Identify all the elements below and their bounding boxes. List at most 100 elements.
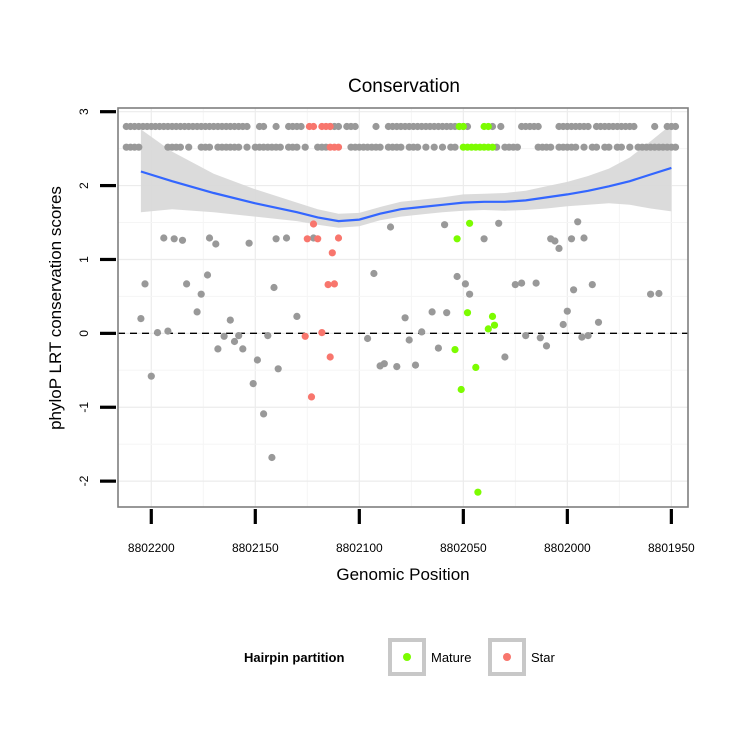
- point-mature-11: [488, 143, 497, 151]
- point-other-245: [580, 234, 588, 242]
- x-tick-label-2: 8802100: [336, 541, 383, 555]
- point-other-200: [253, 356, 261, 364]
- point-other-234: [536, 334, 544, 342]
- point-mature-20: [488, 312, 497, 320]
- point-other-233: [532, 279, 540, 287]
- point-other-199: [249, 380, 257, 388]
- point-other-39: [334, 122, 343, 131]
- point-other-118: [276, 143, 284, 151]
- point-other-188: [197, 290, 205, 298]
- legend: Hairpin partition Mature Star: [244, 638, 556, 676]
- y-axis-title: phyloP LRT conservation scores: [46, 186, 65, 430]
- point-other-238: [555, 244, 563, 252]
- point-other-140: [414, 143, 422, 151]
- point-other-190: [205, 234, 214, 242]
- point-other-237: [551, 237, 559, 245]
- point-other-196: [235, 332, 243, 340]
- point-other-92: [671, 122, 680, 131]
- point-other-150: [513, 143, 522, 151]
- point-other-198: [245, 239, 253, 247]
- point-other-177: [671, 143, 680, 151]
- point-star-17: [307, 393, 316, 401]
- point-other-224: [453, 272, 461, 281]
- point-star-15: [318, 329, 326, 337]
- point-other-166: [617, 143, 626, 151]
- x-axis: 8802200 8802150 8802100 8802050 8802000 88019…: [128, 509, 695, 555]
- smooth-line: [140, 166, 672, 223]
- point-other-215: [393, 363, 401, 371]
- point-star-10: [314, 235, 322, 243]
- point-other-240: [563, 307, 571, 315]
- point-mature-21: [490, 321, 499, 329]
- point-star-4: [326, 122, 334, 131]
- point-other-213: [380, 360, 388, 368]
- point-star-12: [330, 280, 338, 288]
- point-other-219: [418, 328, 426, 336]
- point-other-223: [443, 309, 451, 317]
- point-other-231: [518, 279, 526, 287]
- point-other-122: [301, 143, 309, 151]
- point-other-182: [160, 234, 168, 242]
- point-other-232: [522, 332, 530, 340]
- point-other-216: [401, 314, 409, 322]
- point-other-242: [570, 286, 578, 294]
- point-other-137: [397, 143, 405, 151]
- point-other-222: [441, 221, 449, 229]
- series-mature: [451, 122, 499, 496]
- y-tick-label-5: 3: [77, 108, 91, 115]
- point-other-225: [461, 280, 469, 288]
- point-other-145: [451, 143, 459, 151]
- point-other-111: [243, 143, 251, 151]
- point-other-164: [605, 143, 613, 151]
- point-mature-18: [474, 488, 482, 496]
- point-other-43: [372, 122, 380, 131]
- point-mature-1: [459, 122, 467, 131]
- point-other-154: [547, 143, 555, 151]
- point-other-185: [178, 236, 187, 244]
- point-other-104: [205, 143, 214, 151]
- y-tick-label-1: -1: [77, 402, 91, 413]
- point-other-179: [141, 280, 149, 288]
- y-tick-label-3: 1: [77, 256, 91, 263]
- point-other-192: [214, 345, 222, 353]
- point-mature-19: [484, 325, 492, 333]
- point-other-32: [272, 122, 280, 131]
- x-tick-label-4: 8802000: [544, 541, 591, 555]
- point-other-184: [170, 235, 178, 243]
- point-other-197: [239, 345, 247, 353]
- point-other-142: [430, 143, 438, 151]
- point-other-244: [578, 333, 586, 341]
- point-other-203: [268, 453, 276, 462]
- data-points: [122, 122, 680, 496]
- point-other-186: [183, 280, 191, 288]
- legend-swatch-mature: [403, 653, 411, 661]
- point-star-9: [309, 220, 318, 228]
- plot-border: [117, 107, 689, 508]
- point-mature-15: [451, 346, 459, 354]
- point-other-180: [147, 372, 155, 380]
- point-other-220: [428, 308, 436, 316]
- point-other-210: [364, 334, 372, 343]
- point-other-246: [584, 332, 592, 340]
- y-tick-label-0: -2: [77, 475, 91, 486]
- point-other-204: [270, 283, 278, 292]
- point-other-230: [511, 281, 519, 289]
- point-other-243: [574, 218, 582, 226]
- point-other-227: [480, 235, 488, 243]
- point-other-195: [230, 337, 239, 346]
- point-mature-17: [472, 363, 480, 371]
- point-other-221: [434, 344, 442, 352]
- point-other-160: [580, 143, 588, 151]
- point-other-70: [534, 122, 542, 131]
- x-tick-label-0: 8802200: [128, 541, 175, 555]
- point-star-8: [303, 235, 311, 243]
- point-other-110: [235, 143, 243, 151]
- point-other-42: [351, 122, 359, 131]
- point-other-101: [185, 143, 193, 151]
- point-other-217: [405, 336, 413, 344]
- point-other-214: [386, 223, 395, 231]
- legend-title: Hairpin partition: [244, 650, 344, 665]
- point-other-247: [588, 281, 596, 289]
- point-star-14: [334, 234, 343, 242]
- legend-label-star: Star: [531, 650, 556, 665]
